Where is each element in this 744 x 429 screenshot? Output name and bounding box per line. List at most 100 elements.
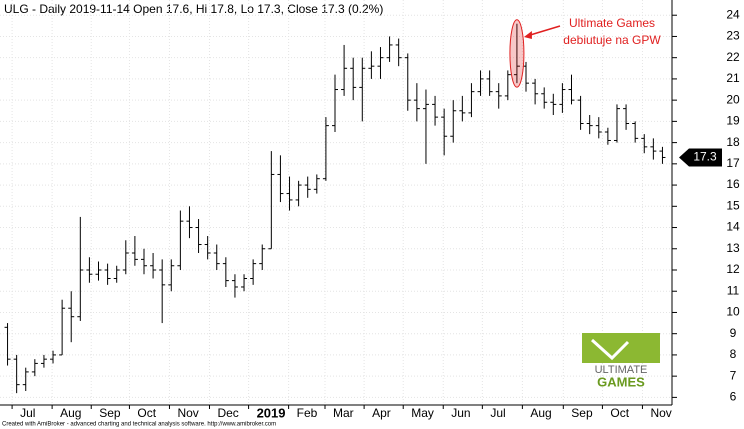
logo: ULTIMATE GAMES — [582, 333, 660, 389]
ohlc-bar — [13, 354, 20, 394]
ohlc-bar — [68, 291, 75, 343]
ohlc-bar — [613, 104, 620, 143]
ohlc-bar — [459, 95, 466, 122]
ohlc-bar — [186, 206, 193, 239]
ohlc-bar — [377, 47, 384, 79]
x-tick-label: Jul — [490, 406, 505, 420]
y-tick-label: 21 — [726, 71, 740, 85]
last-price-tag — [679, 148, 722, 167]
ohlc-bar — [322, 117, 329, 181]
y-tick-label: 19 — [726, 114, 740, 128]
x-tick-label: 2019 — [257, 405, 286, 420]
ohlc-bar — [231, 274, 238, 298]
x-tick-label: May — [411, 406, 434, 420]
y-tick-label: 11 — [727, 283, 740, 297]
x-tick-label: Oct — [137, 406, 156, 420]
ohlc-bar — [213, 244, 220, 270]
x-tick-label: Jun — [451, 406, 470, 420]
ohlc-bar — [623, 104, 630, 130]
ohlc-bar — [650, 138, 657, 160]
ohlc-bar — [604, 127, 611, 145]
ohlc-bar — [22, 367, 29, 392]
ohlc-bar — [559, 83, 566, 113]
ohlc-bar — [477, 70, 484, 96]
ohlc-bar — [568, 74, 575, 105]
y-tick-label: 23 — [726, 29, 740, 43]
y-tick-label: 17 — [726, 156, 740, 170]
y-tick-label: 16 — [726, 177, 740, 191]
ohlc-bar — [113, 265, 120, 283]
x-tick-label: Aug — [60, 406, 81, 420]
ohlc-bar — [659, 146, 666, 164]
ohlc-bar — [150, 253, 157, 279]
ohlc-bar — [432, 95, 439, 126]
arrow-head — [523, 31, 532, 39]
ohlc-bar — [632, 121, 639, 143]
ohlc-bar — [277, 155, 284, 203]
y-tick-label: 20 — [726, 92, 740, 106]
ohlc-bar — [159, 259, 166, 324]
ohlc-bar — [341, 44, 348, 96]
y-tick-label: 13 — [726, 241, 740, 255]
ohlc-bar — [332, 74, 338, 132]
ohlc-bar — [386, 36, 393, 62]
ohlc-bar — [295, 180, 302, 207]
x-tick-label: Feb — [297, 406, 318, 420]
ohlc-bar — [31, 359, 38, 377]
ohlc-bar — [286, 176, 293, 211]
ohlc-bar — [304, 176, 311, 198]
ohlc-bar — [177, 210, 184, 270]
ohlc-bar — [122, 240, 129, 275]
ohlc-bar — [313, 174, 320, 194]
ohlc-bar — [259, 244, 266, 270]
annotation-text: debiutuje na GPW — [563, 33, 661, 47]
y-tick-label: 18 — [726, 135, 740, 149]
ohlc-bar — [577, 95, 584, 130]
ohlc-bar — [104, 263, 111, 285]
highlight-ellipse — [509, 19, 525, 88]
ohlc-bar — [77, 216, 84, 321]
ohlc-bar — [513, 23, 520, 84]
annotation-text: Ultimate Games — [569, 16, 655, 30]
footer: Created with AmiBroker - advanced charti… — [2, 422, 276, 428]
chart-title: ULG - Daily 2019-11-14 Open 17.6, Hi 17.… — [4, 2, 383, 16]
ohlc-bar — [95, 261, 102, 281]
ohlc-bar — [40, 354, 47, 368]
ohlc-bar — [550, 93, 557, 116]
ohlc-bar — [486, 70, 493, 96]
x-tick-label: Sep — [571, 406, 593, 420]
x-tick-label: Nov — [177, 406, 198, 420]
ohlc-bar — [404, 53, 411, 111]
ohlc-bar — [86, 257, 93, 283]
y-tick-label: 14 — [726, 220, 740, 234]
ohlc-bar — [250, 259, 257, 285]
ohlc-bar — [595, 117, 602, 139]
x-tick-label: Sep — [99, 406, 121, 420]
ohlc-bar — [350, 57, 357, 101]
x-tick-label: Mar — [333, 406, 354, 420]
ohlc-bar — [368, 51, 375, 79]
x-tick-label: Aug — [530, 406, 551, 420]
ohlc-bar — [532, 78, 539, 105]
logo-mark — [590, 338, 630, 361]
ohlc-bar — [641, 134, 648, 154]
x-tick-label: Apr — [372, 406, 391, 420]
y-tick-label: 10 — [726, 305, 740, 319]
x-tick-label: Nov — [650, 406, 671, 420]
ohlc-bar — [222, 257, 229, 287]
x-tick-label: Jul — [20, 406, 35, 420]
y-tick-label: 12 — [726, 262, 740, 276]
x-tick-label: Oct — [610, 406, 629, 420]
ohlc-bar — [131, 236, 138, 266]
ohlc-bar — [422, 89, 429, 164]
ohlc-bar — [395, 38, 402, 67]
y-tick-label: 6 — [730, 390, 737, 404]
last-price-label: 17.3 — [693, 150, 717, 164]
ohlc-bar — [268, 151, 275, 250]
y-tick-label: 7 — [730, 368, 737, 382]
x-tick-label: Dec — [217, 406, 238, 420]
ohlc-bar — [504, 70, 511, 101]
ohlc-bar — [50, 350, 57, 364]
ohlc-bar — [140, 248, 147, 275]
